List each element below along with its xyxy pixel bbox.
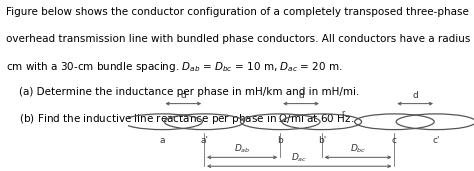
- Text: d: d: [181, 91, 186, 100]
- Text: $D_{ab}$: $D_{ab}$: [234, 143, 250, 155]
- Text: d: d: [412, 91, 418, 100]
- Text: d: d: [298, 91, 304, 100]
- Text: cm with a 30-cm bundle spacing. $D_{ab}$ = $D_{bc}$ = 10 m, $D_{ac}$ = 20 m.: cm with a 30-cm bundle spacing. $D_{ab}$…: [6, 60, 342, 74]
- Text: (b) Find the inductive line reactance per phase in $\Omega$/mi at 60 Hz.: (b) Find the inductive line reactance pe…: [6, 112, 354, 126]
- Text: b': b': [318, 136, 326, 146]
- Text: $D_{bc}$: $D_{bc}$: [350, 143, 366, 155]
- Text: r: r: [341, 109, 344, 118]
- Text: overhead transmission line with bundled phase conductors. All conductors have a : overhead transmission line with bundled …: [6, 34, 474, 44]
- Text: c: c: [392, 136, 397, 146]
- Text: $D_{ac}$: $D_{ac}$: [291, 152, 307, 164]
- Text: c': c': [432, 136, 440, 146]
- Text: (a) Determine the inductance per phase in mH/km and in mH/mi.: (a) Determine the inductance per phase i…: [6, 87, 359, 97]
- Text: b: b: [277, 136, 283, 146]
- Text: a': a': [200, 136, 208, 146]
- Text: a: a: [160, 136, 165, 146]
- Text: Figure below shows the conductor configuration of a completely transposed three-: Figure below shows the conductor configu…: [6, 7, 469, 17]
